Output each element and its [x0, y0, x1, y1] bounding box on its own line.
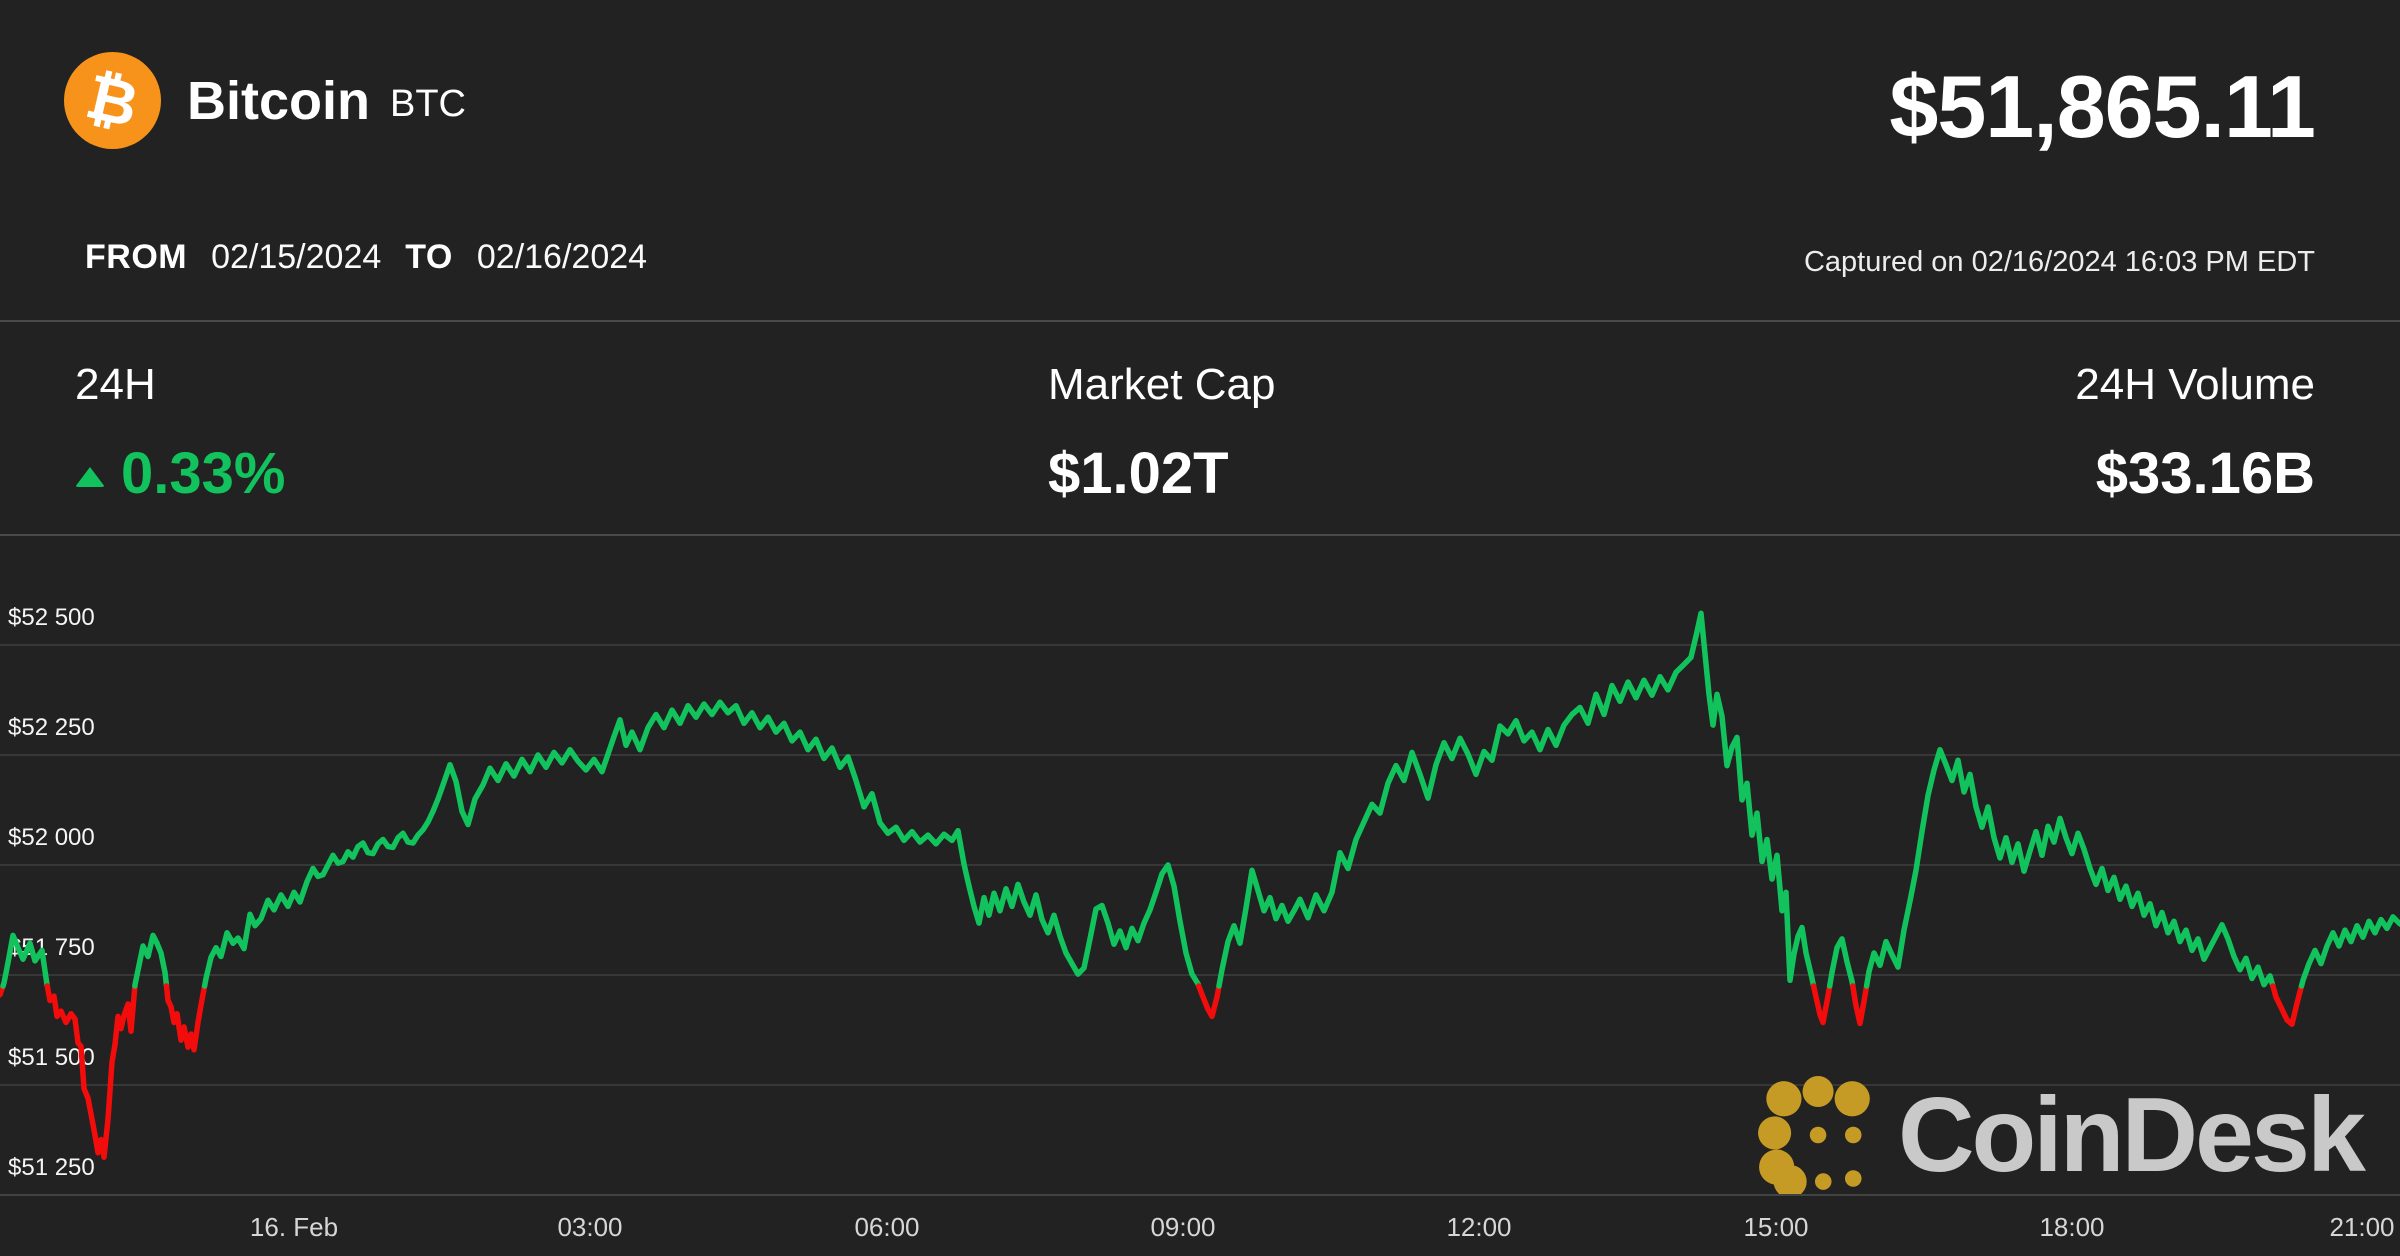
from-label: FROM: [85, 238, 188, 276]
y-axis-label: $51 250: [8, 1154, 95, 1181]
price-line-segment: [132, 932, 170, 989]
price-line-segment: [1863, 746, 2276, 989]
coindesk-dot: [1834, 1081, 1870, 1117]
to-label: TO: [405, 238, 453, 276]
price-line-segment: [163, 983, 208, 1053]
coin-symbol: BTC: [390, 83, 466, 125]
bitcoin-logo-icon: ₿: [64, 52, 161, 149]
price-line-segment: [2298, 914, 2400, 989]
market-cap-value: $1.02T: [1048, 441, 1229, 506]
price-line-segment: [1810, 983, 1833, 1026]
bitcoin-b-glyph: ₿: [79, 58, 146, 142]
from-date-value[interactable]: 02/15/2024: [211, 238, 382, 276]
date-range-row: FROM 02/15/2024 TO 02/16/2024: [85, 238, 647, 277]
x-axis-label: 16. Feb: [250, 1212, 338, 1242]
coindesk-dot: [1758, 1116, 1792, 1150]
stat-market-cap: Market Cap $1.02T: [1048, 360, 1275, 507]
price-line-segment: [1216, 610, 1817, 989]
coindesk-wordmark: CoinDesk: [1898, 1076, 2366, 1194]
coindesk-dot: [1766, 1081, 1802, 1117]
coindesk-logo-icon: [1758, 1076, 1870, 1194]
price-chart[interactable]: $52 500$52 250$52 000$51 750$51 500$51 2…: [0, 536, 2400, 1256]
x-axis-label: 15:00: [1743, 1212, 1808, 1242]
change-value: 0.33%: [121, 441, 286, 506]
price-line-segment: [201, 699, 1202, 989]
x-axis-label: 21:00: [2329, 1212, 2394, 1242]
coindesk-dot: [1814, 1173, 1832, 1190]
coindesk-dot: [1802, 1076, 1834, 1108]
up-triangle-icon: [75, 466, 105, 487]
x-axis-label: 06:00: [854, 1212, 919, 1242]
x-axis-label: 03:00: [557, 1212, 622, 1242]
price-line-segment: [1850, 983, 1870, 1027]
coindesk-watermark: CoinDesk: [1758, 1076, 2366, 1194]
volume-value: $33.16B: [2095, 441, 2315, 506]
y-axis-label: $52 250: [8, 714, 95, 741]
x-axis-label: 18:00: [2039, 1212, 2104, 1242]
coindesk-dot: [1844, 1170, 1862, 1187]
x-axis-label: 12:00: [1446, 1212, 1511, 1242]
price-line-segment: [44, 983, 138, 1160]
price-line-segment: [0, 932, 51, 989]
y-axis-label: $52 000: [8, 824, 95, 851]
price-line-segment: [2270, 983, 2305, 1028]
coindesk-dot: [1844, 1126, 1862, 1144]
captured-timestamp: Captured on 02/16/2024 16:03 PM EDT: [1803, 246, 2315, 278]
change-label: 24H: [75, 360, 156, 409]
coindesk-dot: [1809, 1126, 1827, 1144]
coin-header: ₿ Bitcoin BTC: [64, 52, 466, 149]
price-line-segment: [1196, 983, 1222, 1020]
price-line-segment: [1826, 936, 1856, 989]
x-axis-label: 09:00: [1150, 1212, 1215, 1242]
coin-name: Bitcoin: [187, 70, 370, 131]
stat-24h-change: 24H 0.33%: [75, 360, 285, 507]
header-divider: [0, 320, 2400, 322]
to-date-value[interactable]: 02/16/2024: [476, 238, 648, 276]
y-axis-label: $52 500: [8, 604, 95, 631]
market-cap-label: Market Cap: [1048, 360, 1276, 409]
stats-divider: [0, 534, 2400, 536]
stat-24h-volume: 24H Volume $33.16B: [2075, 360, 2315, 507]
volume-label: 24H Volume: [2075, 360, 2315, 409]
current-price: $51,865.11: [1889, 57, 2316, 156]
coindesk-dot: [1773, 1165, 1807, 1194]
